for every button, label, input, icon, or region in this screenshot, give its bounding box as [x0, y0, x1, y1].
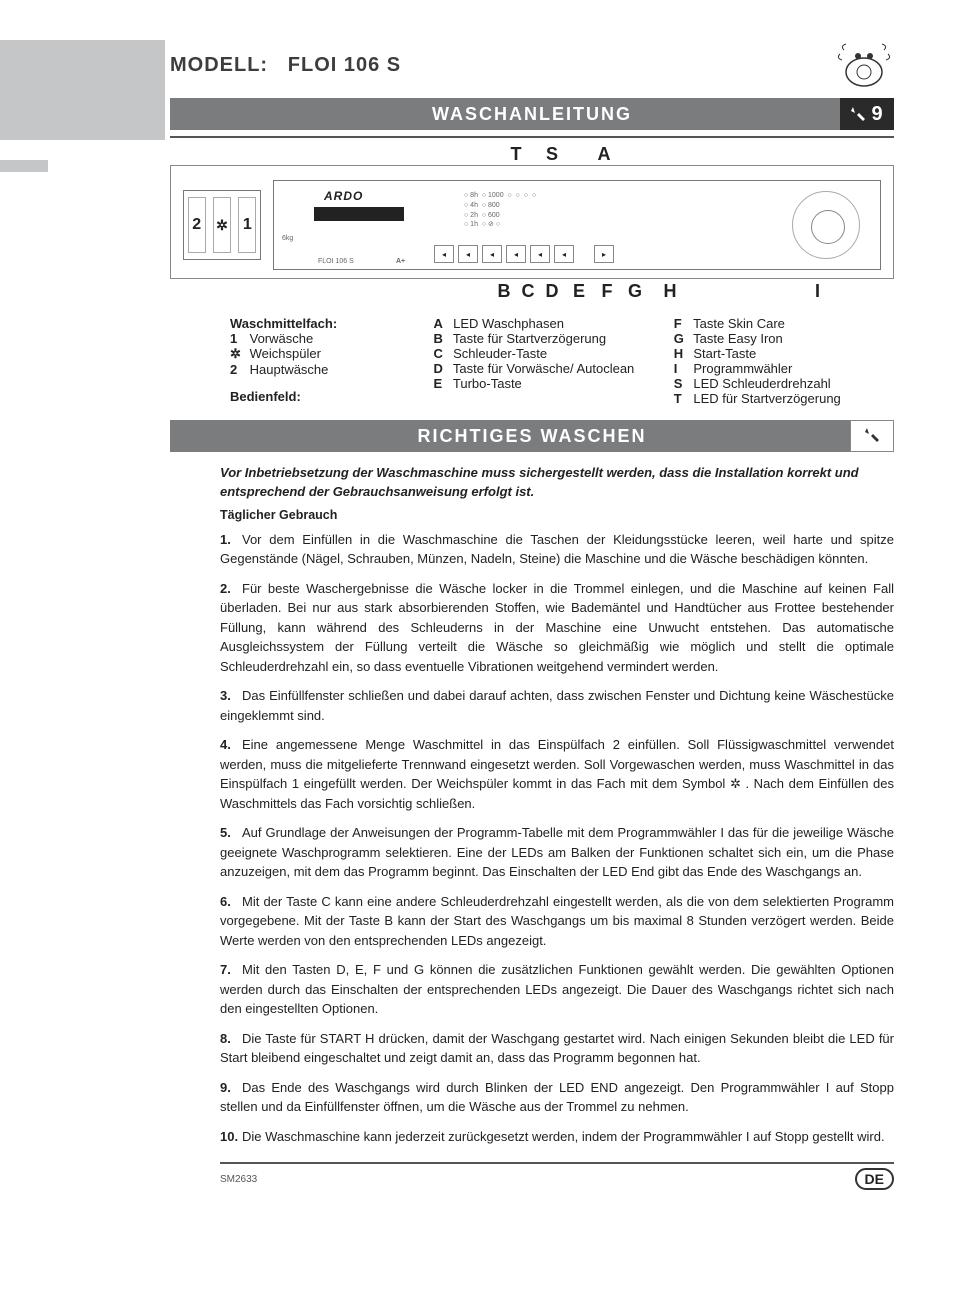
program-dial: [792, 191, 860, 259]
model-label: MODELL:: [170, 54, 268, 76]
mascot-icon: [834, 40, 894, 90]
panel-model-label: FLOI 106 S: [318, 258, 354, 265]
legend-grid: Waschmittelfach: 1 Vorwäsche ✲ Weichspül…: [230, 316, 894, 406]
lang-badge: DE: [855, 1168, 894, 1190]
control-panel: ARDO 6kg FLOI 106 S A+ ○ 8h ○ 1000 ○ ○ ○…: [273, 180, 881, 270]
section-bar-2: RICHTIGES WASCHEN: [170, 420, 894, 452]
step-3: 3.Das Einfüllfenster schließen und dabei…: [220, 686, 894, 725]
legend-3-G: G Taste Easy Iron: [674, 331, 894, 346]
legend-1-3: 2 Hauptwäsche: [230, 362, 414, 377]
legend-3-S: S LED Schleuderdrehzahl: [674, 376, 894, 391]
underline-1: [170, 136, 894, 138]
capacity-label: 6kg: [282, 235, 293, 242]
section1-title: WASCHANLEITUNG: [432, 104, 632, 125]
sub-heading: Täglicher Gebrauch: [220, 508, 894, 522]
btn-e: ◂: [506, 245, 526, 263]
legend-1-1: 1 Vorwäsche: [230, 331, 414, 346]
legend-head-1b: Bedienfeld:: [230, 389, 414, 404]
step-8: 8.Die Taste für START H drücken, damit d…: [220, 1029, 894, 1068]
btn-b: ◂: [434, 245, 454, 263]
page-badge: 9: [840, 98, 894, 130]
model-value: FLOI 106 S: [288, 54, 401, 76]
steps-list: 1.Vor dem Einfüllen in die Waschmaschine…: [220, 530, 894, 1147]
legend-2-D: D Taste für Vorwäsche/ Autoclean: [434, 361, 654, 376]
display-bar: [314, 207, 404, 221]
drawer-slot-softener: ✲: [213, 197, 231, 253]
footer: SM2633 DE: [220, 1162, 894, 1190]
tab-stub: [0, 160, 48, 172]
page-number: 9: [871, 103, 884, 126]
callouts-bottom: B C D E F G H I: [170, 281, 894, 302]
hand-badge: [850, 420, 894, 452]
btn-f: ◂: [530, 245, 550, 263]
legend-2-C: C Schleuder-Taste: [434, 346, 654, 361]
model-title: MODELL: FLOI 106 S: [170, 54, 401, 77]
drawer-slot-1: 1: [238, 197, 256, 253]
drawer-slot-2: 2: [188, 197, 206, 253]
button-row: ◂ ◂ ◂ ◂ ◂ ◂ ▸: [434, 245, 614, 263]
step-4: 4.Eine angemessene Menge Waschmittel in …: [220, 735, 894, 813]
step-7: 7.Mit den Tasten D, E, F und G können di…: [220, 960, 894, 1019]
legend-head-1: Waschmittelfach:: [230, 316, 414, 331]
step-6: 6.Mit der Taste C kann eine andere Schle…: [220, 892, 894, 951]
step-9: 9.Das Ende des Waschgangs wird durch Bli…: [220, 1078, 894, 1117]
step-1: 1.Vor dem Einfüllen in die Waschmaschine…: [220, 530, 894, 569]
legend-2-A: A LED Waschphasen: [434, 316, 654, 331]
legend-2-E: E Turbo-Taste: [434, 376, 654, 391]
legend-2-B: B Taste für Startverzögerung: [434, 331, 654, 346]
sidebar-grey-block: [0, 40, 165, 140]
led-cluster: ○ 8h ○ 1000 ○ ○ ○ ○ ○ 4h ○ 800 ○ 2h ○ 60…: [464, 191, 536, 230]
legend-1-2: ✲ Weichspüler: [230, 346, 414, 362]
callouts-top: T S A: [170, 144, 894, 165]
detergent-drawer: 2 ✲ 1: [183, 190, 261, 260]
legend-3-F: F Taste Skin Care: [674, 316, 894, 331]
brand-label: ARDO: [324, 189, 363, 203]
section2-title: RICHTIGES WASCHEN: [417, 426, 646, 447]
step-5: 5.Auf Grundlage der Anweisungen der Prog…: [220, 823, 894, 882]
btn-c: ◂: [458, 245, 478, 263]
footer-code: SM2633: [220, 1174, 257, 1185]
btn-d: ◂: [482, 245, 502, 263]
step-10: 10.Die Waschmaschine kann jederzeit zurü…: [220, 1127, 894, 1147]
panel-diagram: 2 ✲ 1 ARDO 6kg FLOI 106 S A+ ○ 8h ○ 1000…: [170, 165, 894, 279]
section-bar-1: WASCHANLEITUNG 9: [170, 98, 894, 130]
step-2: 2.Für beste Waschergebnisse die Wäsche l…: [220, 579, 894, 677]
legend-3-H: H Start-Taste: [674, 346, 894, 361]
btn-h: ▸: [594, 245, 614, 263]
intro-text: Vor Inbetriebsetzung der Waschmaschine m…: [220, 464, 894, 502]
legend-3-T: T LED für Startverzögerung: [674, 391, 894, 406]
legend-3-I: I Programmwähler: [674, 361, 894, 376]
btn-g: ◂: [554, 245, 574, 263]
energy-label: A+: [396, 258, 405, 265]
